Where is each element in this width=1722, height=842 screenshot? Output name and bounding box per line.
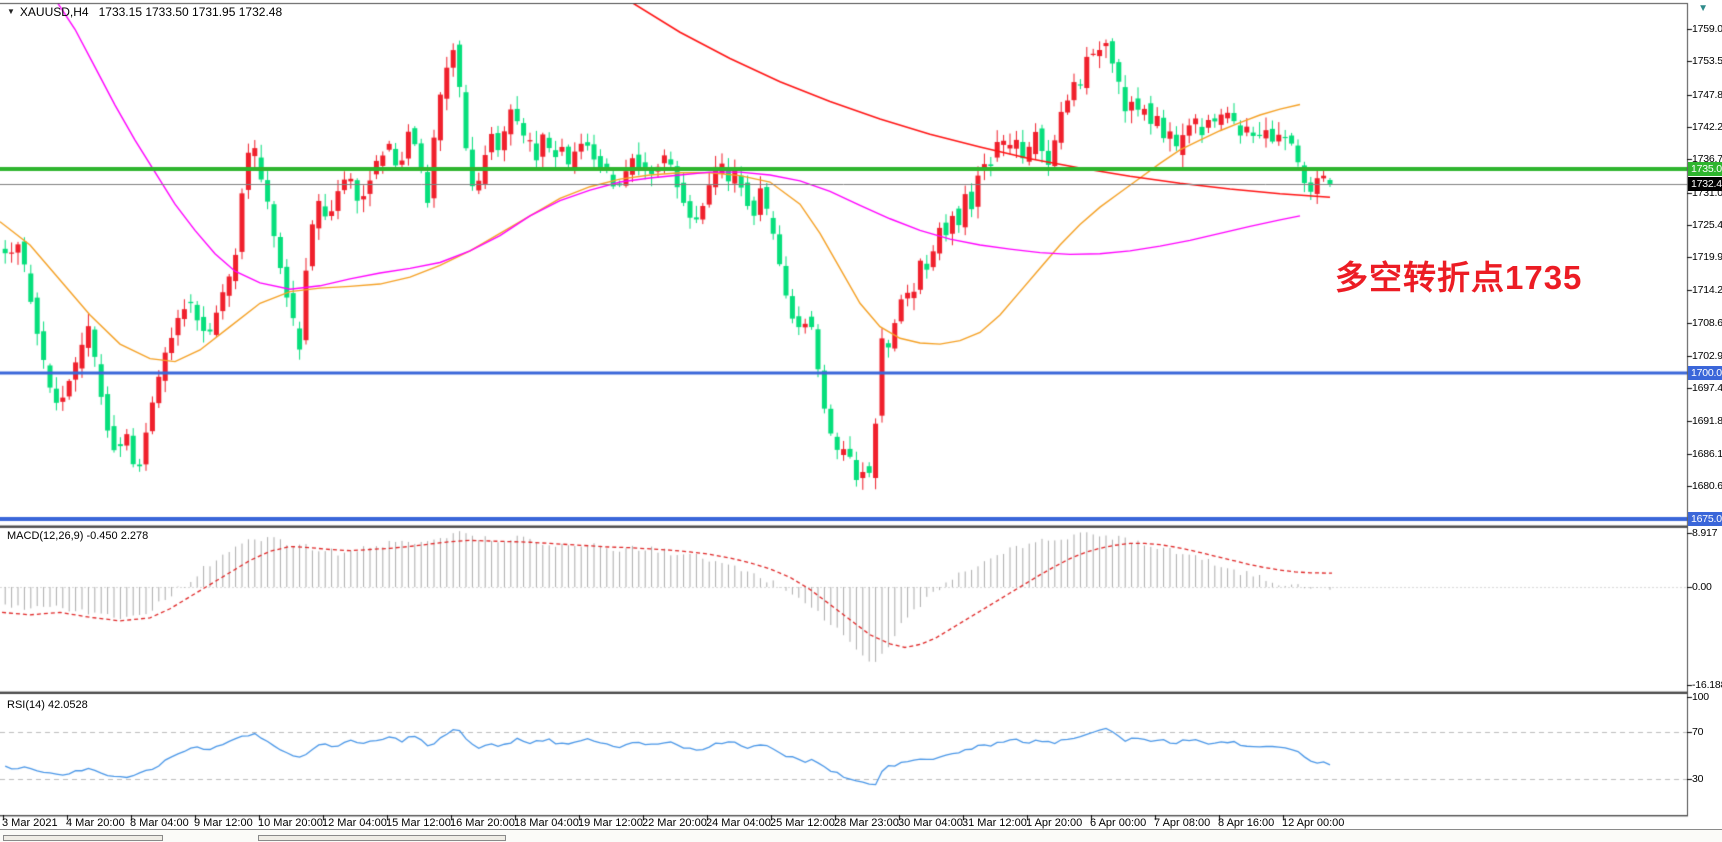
rsi-axis-label: 100 <box>1692 691 1709 703</box>
time-axis-label: 15 Mar 12:00 <box>386 817 451 829</box>
time-axis-label: 12 Apr 00:00 <box>1282 817 1345 829</box>
time-axis-label: 6 Apr 00:00 <box>1090 817 1147 829</box>
rsi-indicator-label: RSI(14) 42.0528 <box>7 699 88 711</box>
price-axis-label: 1708.65 <box>1692 317 1722 329</box>
time-axis-label: 3 Mar 2021 <box>2 817 58 829</box>
chart-annotation-text: 多空转折点1735 <box>1335 259 1583 296</box>
time-axis-label: 16 Mar 20:00 <box>450 817 515 829</box>
time-axis-label: 12 Mar 04:00 <box>322 817 387 829</box>
time-axis-label: 8 Apr 16:00 <box>1218 817 1275 829</box>
horizontal-scrollbar[interactable] <box>0 829 1722 842</box>
time-axis-label: 10 Mar 20:00 <box>258 817 323 829</box>
macd-axis-label: 0.00 <box>1692 581 1712 593</box>
price-axis-label: 1725.45 <box>1692 219 1722 231</box>
macd-axis-label: 8.917 <box>1692 527 1718 539</box>
current-price-flag: 1732.48 <box>1688 177 1722 191</box>
scrollbar-segment[interactable] <box>258 835 506 841</box>
price-axis-label: 1691.85 <box>1692 415 1722 427</box>
price-axis-label: 1680.60 <box>1692 480 1722 492</box>
chart-shift-marker-icon[interactable]: ▼ <box>1698 3 1708 14</box>
price-axis-label: 1719.90 <box>1692 251 1722 263</box>
time-axis-label: 18 Mar 04:00 <box>514 817 579 829</box>
time-axis-label: 24 Mar 04:00 <box>706 817 771 829</box>
price-axis-label: 1742.25 <box>1692 121 1722 133</box>
price-axis-label: 1759.05 <box>1692 23 1722 35</box>
time-axis-label: 31 Mar 12:00 <box>962 817 1027 829</box>
price-axis-label: 1697.40 <box>1692 382 1722 394</box>
time-axis-label: 8 Mar 04:00 <box>130 817 189 829</box>
rsi-axis-label: 30 <box>1692 773 1704 785</box>
price-axis-label: 1753.50 <box>1692 55 1722 67</box>
price-flag-1675.00: 1675.00 <box>1688 512 1722 526</box>
time-axis-label: 19 Mar 12:00 <box>578 817 643 829</box>
time-axis-label: 9 Mar 12:00 <box>194 817 253 829</box>
time-axis-label: 28 Mar 23:00 <box>834 817 899 829</box>
price-axis-label: 1686.15 <box>1692 448 1722 460</box>
symbol-dropdown-icon[interactable]: ▼ <box>7 7 15 16</box>
time-axis-label: 22 Mar 20:00 <box>642 817 707 829</box>
price-axis-label: 1747.80 <box>1692 89 1722 101</box>
time-axis-label: 7 Apr 08:00 <box>1154 817 1211 829</box>
time-axis-label: 1 Apr 20:00 <box>1026 817 1083 829</box>
ohlc-values-label: 1733.15 1733.50 1731.95 1732.48 <box>98 5 283 19</box>
price-axis-label: 1714.20 <box>1692 284 1722 296</box>
time-axis-label: 30 Mar 04:00 <box>898 817 963 829</box>
price-axis-label: 1702.95 <box>1692 350 1722 362</box>
price-flag-1700.00: 1700.00 <box>1688 366 1722 380</box>
macd-indicator-label: MACD(12,26,9) -0.450 2.278 <box>7 530 149 542</box>
rsi-axis-label: 70 <box>1692 726 1704 738</box>
symbol-period-label: XAUUSD,H4 <box>19 5 89 19</box>
price-flag-1735.00: 1735.00 <box>1688 162 1722 176</box>
scrollbar-segment[interactable] <box>3 835 163 841</box>
chart-title: ▼ XAUUSD,H4 1733.15 1733.50 1731.95 1732.4… <box>7 5 282 19</box>
time-axis-label: 25 Mar 12:00 <box>770 817 835 829</box>
macd-axis-label: -16.188 <box>1692 679 1722 691</box>
time-axis-label: 4 Mar 20:00 <box>66 817 125 829</box>
